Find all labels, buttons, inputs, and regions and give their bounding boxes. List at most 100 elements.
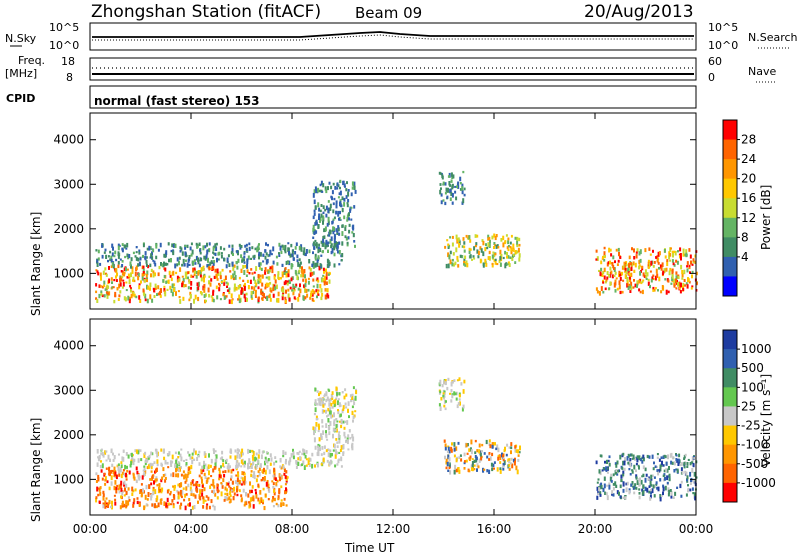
power-cell-0	[141, 273, 144, 277]
power-cell-1	[195, 242, 198, 246]
velocity-cell-0	[283, 472, 286, 476]
power-cell-1	[296, 254, 299, 259]
power-cell-2	[335, 203, 338, 209]
power-cell-3	[459, 182, 462, 185]
power-cell-3	[440, 193, 443, 197]
velocity-cell-2	[338, 402, 341, 408]
velocity-cell-4	[471, 458, 474, 461]
power-cell-2	[324, 208, 327, 212]
power-cell-0	[169, 274, 172, 278]
power-cell-5	[649, 262, 651, 268]
velocity-cell-3	[450, 389, 453, 393]
velocity-cell-0	[98, 501, 101, 504]
velocity-cell-4	[510, 457, 513, 461]
velocity-cell-0	[229, 494, 232, 498]
power-cell-3	[439, 183, 442, 186]
velocity-cell-5	[630, 483, 633, 487]
velocity-colorbar-swatch	[723, 368, 737, 388]
velocity-cell-0	[258, 467, 261, 471]
power-cell-0	[121, 270, 124, 273]
velocity-cell-1	[340, 456, 343, 462]
power-cell-4	[463, 260, 466, 265]
velocity-cell-5	[662, 474, 665, 478]
velocity-cell-5	[622, 496, 625, 499]
velocity-cell-5	[628, 490, 631, 495]
power-cell-1	[298, 263, 301, 268]
power-cell-0	[153, 295, 156, 298]
power-cell-0	[302, 278, 305, 282]
velocity-cell-5	[626, 456, 629, 461]
power-cell-1	[107, 259, 109, 263]
power-cell-1	[125, 247, 128, 250]
velocity-cell-5	[644, 486, 647, 492]
power-cell-5	[682, 248, 685, 254]
velocity-cell-2	[313, 431, 315, 436]
power-cell-0	[295, 283, 298, 287]
velocity-cell-1	[203, 451, 206, 456]
velocity-cell-4	[447, 469, 450, 472]
velocity-cell-0	[251, 485, 254, 489]
velocity-cell-0	[161, 487, 164, 492]
velocity-cell-0	[102, 496, 105, 501]
velocity-cell-1	[112, 459, 115, 462]
velocity-cell-0	[232, 496, 235, 501]
power-cell-1	[279, 247, 282, 251]
power-cell-0	[263, 293, 265, 299]
velocity-cell-5	[596, 495, 599, 500]
power-cell-1	[103, 251, 106, 254]
velocity-cell-2	[312, 426, 315, 431]
power-cell-1	[130, 257, 133, 262]
power-cell-0	[307, 280, 310, 285]
velocity-cell-1	[339, 449, 342, 452]
velocity-cell-5	[689, 461, 692, 466]
power-cell-0	[129, 284, 132, 288]
x-tick-label: 20:00	[578, 522, 613, 536]
power-y-axis-label: Slant Range [km]	[29, 212, 43, 316]
velocity-cell-0	[198, 474, 201, 478]
power-cell-1	[230, 251, 233, 255]
velocity-cell-5	[639, 477, 641, 482]
velocity-cell-5	[644, 477, 647, 483]
velocity-cell-1	[308, 457, 311, 462]
power-cell-4	[498, 259, 501, 263]
velocity-cell-1	[260, 454, 263, 460]
velocity-cell-4	[448, 462, 451, 467]
power-cell-0	[310, 290, 313, 295]
power-cell-0	[132, 291, 135, 297]
power-cell-0	[154, 283, 157, 288]
power-cell-3	[456, 183, 459, 188]
velocity-cell-1	[214, 462, 217, 467]
power-cell-1	[266, 258, 269, 264]
velocity-cell-5	[649, 497, 652, 501]
power-cell-0	[268, 294, 271, 298]
velocity-cell-0	[180, 482, 183, 488]
power-cell-1	[190, 242, 193, 246]
power-cell-1	[212, 246, 215, 251]
velocity-cell-0	[102, 504, 105, 509]
power-cell-1	[213, 252, 216, 255]
power-cell-0	[264, 267, 267, 272]
power-cell-0	[304, 288, 306, 293]
power-cell-5	[669, 253, 672, 257]
velocity-cell-1	[187, 451, 190, 454]
velocity-cell-4	[514, 457, 516, 463]
power-cell-0	[234, 275, 237, 280]
velocity-cell-5	[689, 482, 692, 486]
velocity-cell-1	[311, 463, 314, 469]
velocity-ytick-label: 4000	[53, 339, 84, 353]
power-cell-0	[298, 293, 301, 298]
power-cell-1	[172, 250, 175, 256]
power-cell-0	[204, 293, 207, 297]
power-cell-0	[116, 272, 118, 277]
power-cell-0	[149, 287, 151, 291]
velocity-cell-0	[257, 470, 260, 473]
velocity-cell-0	[277, 497, 280, 501]
velocity-cell-2	[346, 420, 349, 425]
velocity-cell-4	[479, 450, 482, 456]
power-cell-1	[245, 243, 248, 247]
power-cell-0	[200, 291, 203, 296]
velocity-cell-0	[95, 497, 98, 503]
power-cell-2	[327, 208, 330, 213]
power-cell-0	[251, 297, 254, 300]
power-cell-5	[687, 278, 690, 283]
